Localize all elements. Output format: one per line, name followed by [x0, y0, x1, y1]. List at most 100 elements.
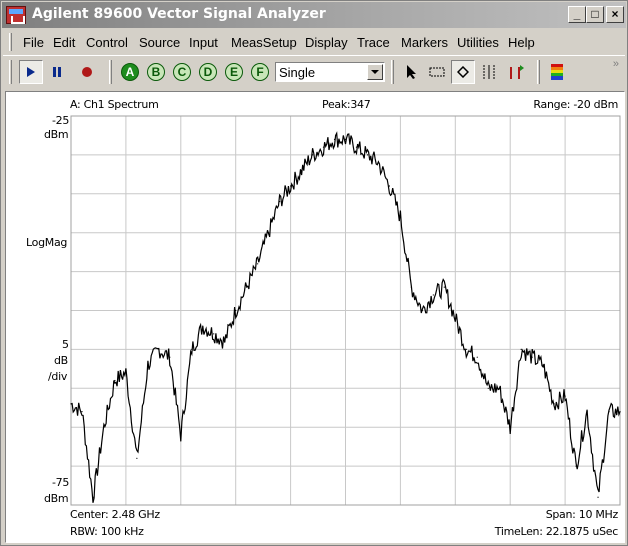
color-spectrum-icon: [551, 64, 563, 80]
trace-point: [366, 154, 369, 156]
menu-source[interactable]: Source: [139, 35, 181, 50]
trace-a-button[interactable]: A: [121, 63, 139, 81]
mode-select[interactable]: Single: [275, 62, 385, 82]
title-bar[interactable]: Agilent 89600 Vector Signal Analyzer _ □…: [2, 2, 626, 28]
trace-point: [114, 379, 116, 382]
trace-b-button[interactable]: B: [147, 63, 165, 81]
minimize-button[interactable]: _: [568, 6, 586, 23]
trace-point: [498, 387, 500, 389]
center-readout: Center: 2.48 GHz: [70, 508, 160, 521]
peak-readout: Peak:347: [322, 98, 371, 111]
trace-point: [136, 457, 138, 459]
toolbar-divider-3: [537, 60, 540, 84]
spectrum-plot[interactable]: [6, 92, 626, 544]
menu-input[interactable]: Input: [189, 35, 218, 50]
trace-point: [202, 325, 204, 327]
trace-point: [575, 465, 577, 467]
trace-f-button[interactable]: F: [251, 63, 269, 81]
trace-point: [147, 364, 149, 366]
trace-point: [586, 411, 588, 413]
marker-tool-button[interactable]: [451, 60, 475, 84]
trace-point: [235, 309, 237, 312]
menu-display[interactable]: Display: [305, 35, 348, 50]
trace-point: [311, 154, 314, 156]
pause-icon: [53, 67, 61, 77]
trace-point: [388, 185, 391, 187]
trace-point: [619, 411, 621, 413]
trace-point: [322, 146, 325, 148]
trace-point: [125, 372, 127, 374]
pause-button[interactable]: [45, 60, 69, 84]
y-bottom-unit: dBm: [44, 492, 69, 505]
peak-marker-button[interactable]: [505, 60, 529, 84]
trace-point: [213, 333, 215, 335]
trace-point: [520, 348, 522, 350]
trace-point: [169, 356, 171, 358]
menu-meassetup[interactable]: MeasSetup: [231, 35, 297, 50]
record-button[interactable]: [75, 60, 99, 84]
menu-trace[interactable]: Trace: [357, 35, 390, 50]
y-scale-unit: dB: [54, 354, 68, 367]
pointer-arrow-icon: [407, 65, 416, 79]
trace-point: [487, 387, 489, 389]
trace-point: [268, 232, 270, 234]
trace-point: [70, 403, 72, 405]
trace-point: [465, 348, 467, 350]
menu-grip[interactable]: [9, 33, 12, 51]
trace-point: [564, 395, 566, 397]
menu-edit[interactable]: Edit: [53, 35, 76, 50]
band-markers-icon: [483, 65, 495, 79]
trace-c-button[interactable]: C: [173, 63, 191, 81]
toolbar-grip[interactable]: [9, 60, 12, 84]
trace-point: [608, 411, 610, 413]
trace-point: [333, 138, 336, 140]
menu-bar: File Edit Control Source Input MeasSetup…: [3, 31, 625, 53]
color-palette-button[interactable]: [545, 60, 569, 84]
trace-point: [443, 286, 445, 288]
trace-point: [399, 216, 401, 218]
trace-point: [597, 496, 599, 498]
trace-point: [355, 146, 358, 148]
trace-point: [531, 356, 533, 358]
trace-point: [158, 348, 160, 350]
trace-d-button[interactable]: D: [199, 63, 217, 81]
trace-point: [377, 162, 380, 164]
menu-markers[interactable]: Markers: [401, 35, 448, 50]
menu-control[interactable]: Control: [86, 35, 128, 50]
trace-point: [290, 185, 292, 187]
y-scale-per: /div: [48, 370, 68, 383]
trace-point: [279, 200, 281, 203]
play-button[interactable]: [19, 60, 43, 84]
trace-point: [344, 138, 347, 140]
mode-select-value: Single: [279, 65, 316, 80]
trace-name: A: Ch1 Spectrum: [70, 98, 159, 111]
y-top-value: -25: [52, 114, 70, 127]
trace-point: [257, 263, 259, 265]
menu-utilities[interactable]: Utilities: [457, 35, 499, 50]
close-button[interactable]: ×: [606, 6, 624, 23]
trace-point: [92, 496, 94, 498]
y-format-label: LogMag: [26, 236, 68, 249]
trace-e-button[interactable]: E: [225, 63, 243, 81]
peak-marker-icon: [510, 65, 524, 79]
chevron-down-icon[interactable]: [367, 64, 383, 80]
trace-point: [191, 348, 193, 350]
zoom-box-button[interactable]: [425, 60, 449, 84]
maximize-button[interactable]: □: [586, 6, 604, 23]
y-scale-value: 5: [62, 338, 69, 351]
spectrum-display[interactable]: A: Ch1 Spectrum Peak:347 Range: -20 dBm …: [5, 91, 625, 543]
marker-diamond-icon: [457, 66, 469, 78]
menu-help[interactable]: Help: [508, 35, 535, 50]
trace-point: [300, 169, 303, 172]
trace-point: [509, 426, 511, 428]
y-bottom-value: -75: [52, 476, 70, 489]
trace-point: [553, 403, 555, 405]
trace-point: [81, 411, 83, 413]
record-icon: [82, 67, 92, 77]
band-marker-button[interactable]: [477, 60, 501, 84]
toolbar-overflow-button[interactable]: »: [612, 58, 619, 70]
menu-file[interactable]: File: [23, 35, 44, 50]
trace-point: [103, 426, 105, 428]
pointer-tool-button[interactable]: [399, 60, 423, 84]
